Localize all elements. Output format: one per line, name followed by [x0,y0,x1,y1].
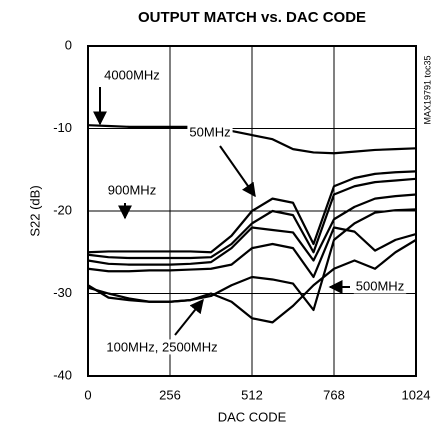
annotation-arrow [174,298,204,336]
x-tick-label: 768 [323,387,345,402]
x-tick-label: 0 [84,387,91,402]
series-line [87,170,417,254]
annotation: 50MHz [189,124,230,139]
annotation: 4000MHz [104,67,160,82]
y-tick-label: 0 [65,37,72,52]
annotation: 500MHz [356,278,404,293]
x-tick-label: 1024 [402,387,431,402]
y-tick-label: -40 [53,367,72,382]
figure-id: MAX19791 toc35 [422,55,432,124]
annotation-bg [102,67,162,83]
annotation: 100MHz, 2500MHz [106,339,217,354]
y-tick-label: -10 [53,120,72,135]
series-line [87,193,417,266]
annotation-bg [104,339,220,355]
x-tick-label: 256 [159,387,181,402]
series-line [87,226,417,279]
series-line [87,238,417,324]
chart-title: OUTPUT MATCH vs. DAC CODE [138,9,366,26]
series-line [87,177,417,260]
annotation-arrow [219,145,256,198]
annotation-bg [105,182,159,198]
y-tick-label: -20 [53,202,72,217]
annotation: 900MHz [108,182,156,197]
x-axis-label: DAC CODE [218,409,287,424]
annotation-bg [187,124,233,140]
y-tick-label: -30 [53,285,72,300]
annotation-bg [353,278,407,294]
y-axis-label: S22 (dB) [27,185,42,236]
series-line [87,124,417,155]
x-tick-label: 512 [241,387,263,402]
